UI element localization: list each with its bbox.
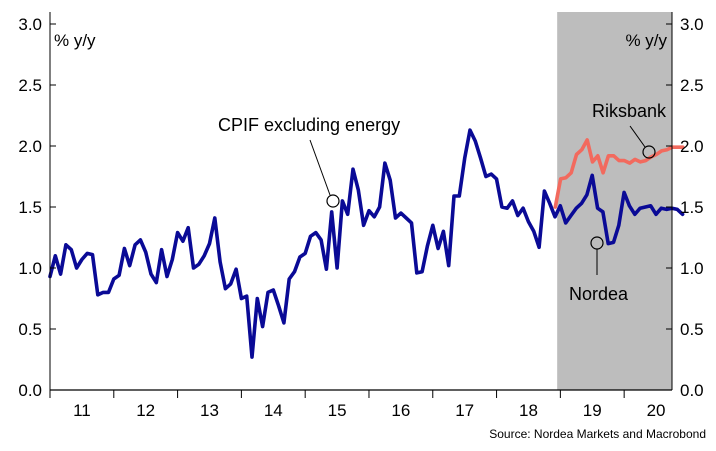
x-tick-label: 16 bbox=[391, 401, 410, 420]
axis-layer: 0.0 0.0 0.5 0.5 1.0 1.0 1.5 1.5 2.0 2.0 2.5 2.5 3.0 3… bbox=[18, 12, 704, 420]
series-line-cpif-excluding-energy bbox=[48, 128, 685, 359]
y-tick-label-left: 0.0 bbox=[18, 381, 42, 400]
forecast-shaded-region bbox=[557, 12, 672, 390]
y-axis-unit-right: % y/y bbox=[625, 31, 667, 50]
source-note: Source: Nordea Markets and Macrobond bbox=[489, 427, 706, 441]
x-tick-label: 12 bbox=[136, 401, 155, 420]
series-layer bbox=[48, 128, 685, 359]
x-tick-label: 14 bbox=[264, 401, 283, 420]
x-tick-label: 11 bbox=[73, 401, 91, 420]
annotation-marker-nordea bbox=[590, 236, 604, 250]
annotation-label-riksbank: Riksbank bbox=[592, 101, 667, 121]
x-tick-label: 15 bbox=[328, 401, 347, 420]
y-tick-label-right: 1.5 bbox=[680, 198, 704, 217]
annotation-marker-riksbank bbox=[642, 145, 656, 159]
series-line-riksbank bbox=[553, 138, 685, 209]
y-tick-label-right: 0.5 bbox=[680, 320, 704, 339]
x-tick-label: 18 bbox=[519, 401, 538, 420]
y-tick-label-right: 2.0 bbox=[680, 137, 704, 156]
annotation-leader-cpif bbox=[309, 139, 331, 196]
y-axis-unit-left: % y/y bbox=[54, 31, 96, 50]
y-tick-label-right: 1.0 bbox=[680, 259, 704, 278]
annotation-label-cpif: CPIF excluding energy bbox=[218, 115, 400, 135]
x-tick-label: 19 bbox=[583, 401, 602, 420]
x-tick-label: 17 bbox=[455, 401, 474, 420]
x-tick-label: 20 bbox=[647, 401, 666, 420]
y-tick-label-right: 3.0 bbox=[680, 15, 704, 34]
annotation-label-nordea: Nordea bbox=[569, 284, 629, 304]
annotation-marker-cpif bbox=[326, 194, 340, 208]
y-tick-label-left: 1.0 bbox=[18, 259, 42, 278]
x-tick-label: 13 bbox=[200, 401, 219, 420]
y-tick-label-left: 2.0 bbox=[18, 137, 42, 156]
annotation-leader-riksbank bbox=[629, 125, 646, 148]
y-tick-label-left: 3.0 bbox=[18, 15, 42, 34]
y-tick-label-left: 2.5 bbox=[18, 76, 42, 95]
y-tick-label-left: 1.5 bbox=[18, 198, 42, 217]
y-tick-label-right: 0.0 bbox=[680, 381, 704, 400]
y-tick-label-left: 0.5 bbox=[18, 320, 42, 339]
y-tick-label-right: 2.5 bbox=[680, 76, 704, 95]
